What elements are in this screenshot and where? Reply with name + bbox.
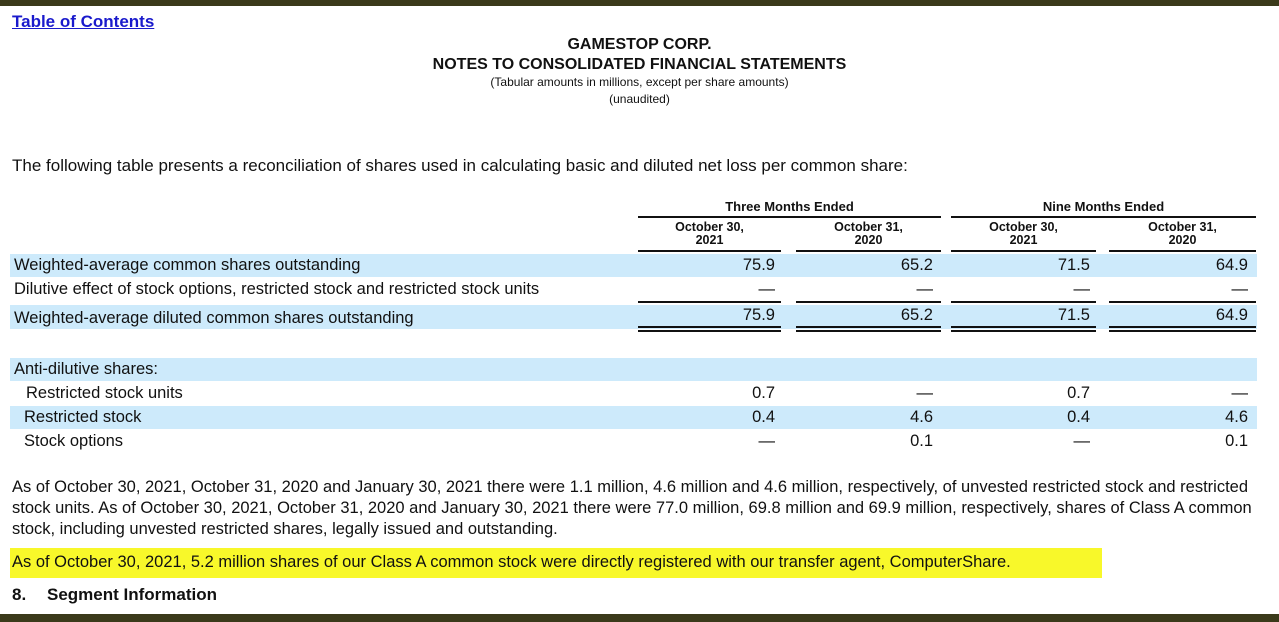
total-double-rule bbox=[638, 326, 781, 332]
table-cell: — bbox=[1073, 280, 1091, 298]
column-rule bbox=[796, 250, 941, 252]
table-cell: 65.2 bbox=[900, 306, 933, 324]
group-header-three-months: Three Months Ended bbox=[725, 199, 854, 214]
table-cell: — bbox=[1073, 432, 1091, 450]
table-cell: 75.9 bbox=[742, 306, 775, 324]
table-cell: 4.6 bbox=[1225, 408, 1248, 426]
table-cell: 0.7 bbox=[1067, 384, 1090, 402]
table-cell: 0.1 bbox=[910, 432, 933, 450]
row-highlight bbox=[10, 305, 1257, 329]
intro-text: The following table presents a reconcili… bbox=[12, 156, 908, 175]
row-label: Weighted-average diluted common shares o… bbox=[14, 309, 414, 327]
table-cell: 0.4 bbox=[752, 408, 775, 426]
table-cell: — bbox=[1231, 280, 1249, 298]
table-cell: 64.9 bbox=[1215, 256, 1248, 274]
table-cell: 0.7 bbox=[752, 384, 775, 402]
subtotal-rule bbox=[796, 301, 941, 303]
column-rule bbox=[951, 250, 1096, 252]
company-name: GAMESTOP CORP. bbox=[567, 36, 712, 53]
shares-reconciliation-table: Three Months Ended Nine Months Ended Oct… bbox=[10, 199, 1257, 450]
row-label: Weighted-average common shares outstandi… bbox=[14, 256, 361, 274]
group-header-nine-months: Nine Months Ended bbox=[1042, 199, 1165, 214]
column-header: October 30, 2021 bbox=[989, 220, 1058, 247]
row-label: Restricted stock units bbox=[26, 384, 183, 402]
table-cell: — bbox=[916, 384, 934, 402]
top-border bbox=[0, 0, 1279, 6]
anti-dilutive-heading: Anti-dilutive shares: bbox=[14, 360, 158, 378]
table-cell: — bbox=[758, 280, 776, 298]
subtotal-rule bbox=[1109, 301, 1256, 303]
table-cell: 0.4 bbox=[1067, 408, 1090, 426]
column-header: October 30, 2021 bbox=[675, 220, 744, 247]
table-cell: 75.9 bbox=[742, 256, 775, 274]
total-double-rule bbox=[951, 326, 1096, 332]
subtotal-rule bbox=[638, 301, 781, 303]
table-cell: 71.5 bbox=[1057, 306, 1090, 324]
row-highlight bbox=[10, 254, 1257, 277]
section-heading: 8. Segment Information bbox=[12, 585, 217, 605]
table-cell: 0.1 bbox=[1225, 432, 1248, 450]
column-rule bbox=[1109, 250, 1256, 252]
row-label: Dilutive effect of stock options, restri… bbox=[14, 280, 540, 298]
body-paragraph: As of October 30, 2021, October 31, 2020… bbox=[12, 478, 1252, 538]
table-cell: — bbox=[916, 280, 934, 298]
section-title: Segment Information bbox=[47, 585, 218, 604]
row-label: Stock options bbox=[24, 432, 124, 450]
row-highlight bbox=[10, 358, 1257, 381]
column-header: October 31, 2020 bbox=[1148, 220, 1217, 247]
unaudited-label: (unaudited) bbox=[609, 92, 670, 106]
table-cell: 4.6 bbox=[910, 408, 933, 426]
highlighted-sentence: As of October 30, 2021, 5.2 million shar… bbox=[12, 553, 1011, 571]
text-highlight bbox=[10, 548, 1102, 578]
bottom-border bbox=[0, 614, 1279, 622]
group-rule bbox=[951, 216, 1256, 218]
subtotal-rule bbox=[951, 301, 1096, 303]
table-cell: — bbox=[758, 432, 776, 450]
total-double-rule bbox=[1109, 326, 1256, 332]
page-title: NOTES TO CONSOLIDATED FINANCIAL STATEMEN… bbox=[432, 56, 847, 73]
table-cell: 64.9 bbox=[1215, 306, 1248, 324]
section-number: 8. bbox=[12, 585, 27, 604]
table-cell: 71.5 bbox=[1057, 256, 1090, 274]
column-header: October 31, 2020 bbox=[834, 220, 903, 247]
page-subtitle: (Tabular amounts in millions, except per… bbox=[490, 75, 789, 89]
table-cell: 65.2 bbox=[900, 256, 933, 274]
table-of-contents-link[interactable]: Table of Contents bbox=[12, 12, 155, 31]
total-double-rule bbox=[796, 326, 941, 332]
table-cell: — bbox=[1231, 384, 1249, 402]
column-rule bbox=[638, 250, 781, 252]
group-rule bbox=[638, 216, 941, 218]
row-label: Restricted stock bbox=[24, 408, 142, 426]
row-highlight bbox=[10, 406, 1257, 429]
